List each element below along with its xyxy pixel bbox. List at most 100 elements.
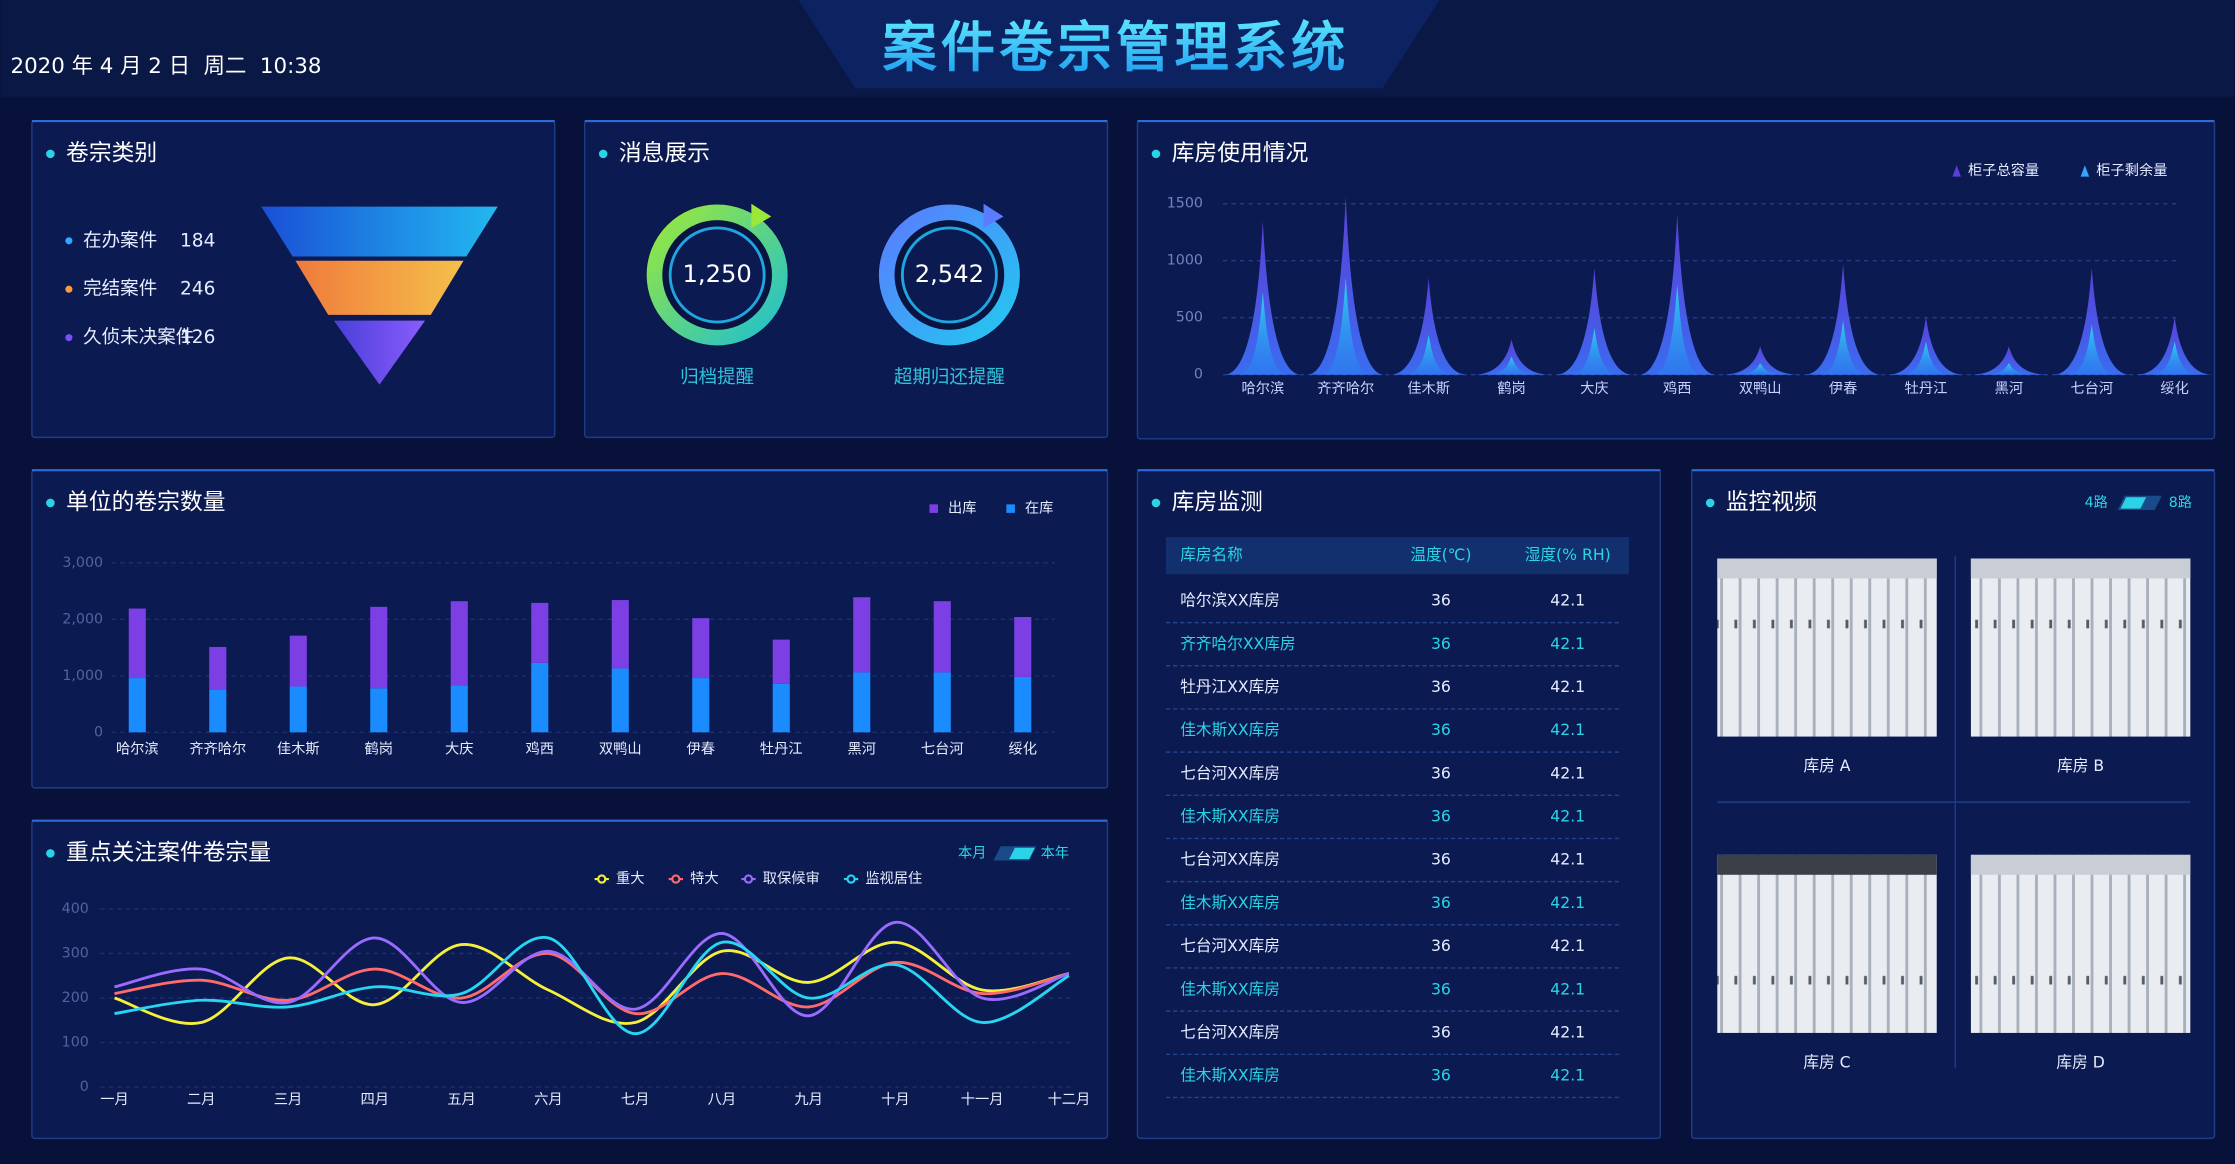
ring-value: 2,542	[915, 260, 984, 288]
table-header	[1165, 537, 1629, 575]
column-header: 湿度(% RH)	[1525, 545, 1611, 564]
table-cell: 42.1	[1550, 1066, 1585, 1085]
panel-title: 库房使用情况	[1172, 140, 1309, 166]
bar-segment	[370, 606, 388, 689]
ring-label: 归档提醒	[680, 367, 754, 388]
legend-label: 出库	[948, 500, 976, 517]
table-cell: 七台河XX库房	[1180, 850, 1280, 869]
datetime: 2020 年 4 月 2 日 周二 10:38	[10, 54, 321, 79]
panel-title: 监控视频	[1726, 489, 1817, 515]
item-label: 久侦未决案件	[83, 327, 194, 348]
x-tick-label: 三月	[274, 1092, 302, 1108]
table-cell: 佳木斯XX库房	[1180, 893, 1280, 912]
spike	[1735, 363, 1785, 375]
table-cell: 36	[1431, 591, 1451, 610]
camera-feed[interactable]	[1970, 854, 2191, 1033]
spike	[1555, 267, 1633, 375]
table-cell: 42.1	[1550, 979, 1585, 998]
legend-dot	[65, 237, 73, 245]
item-label: 在办案件	[83, 230, 157, 251]
ring-inner	[900, 226, 998, 324]
table-cell: 七台河XX库房	[1180, 936, 1280, 955]
camera-ceiling	[1970, 854, 2191, 875]
item-label: 完结案件	[83, 279, 157, 300]
table-cell: 36	[1431, 1022, 1451, 1041]
legend-marker	[846, 874, 856, 884]
legend-label: 柜子剩余量	[2096, 161, 2167, 179]
item-value: 246	[180, 279, 215, 300]
panel-title: 单位的卷宗数量	[66, 489, 225, 515]
x-tick-label: 齐齐哈尔	[189, 740, 246, 757]
panel-title: 消息展示	[619, 140, 710, 166]
legend-label: 重大	[616, 870, 644, 887]
table-cell: 42.1	[1550, 807, 1585, 826]
series-line	[114, 920, 1070, 1018]
camera-feed[interactable]	[1970, 558, 2191, 737]
legend-marker	[2080, 165, 2090, 177]
ring-label: 超期归还提醒	[894, 367, 1005, 388]
y-tick-label: 100	[62, 1035, 89, 1051]
table-cell: 36	[1431, 677, 1451, 696]
legend-marker	[597, 874, 607, 884]
y-tick-label: 300	[62, 945, 89, 961]
table-cell: 36	[1431, 720, 1451, 739]
panel-title: 卷宗类别	[66, 140, 157, 166]
x-tick-label: 伊春	[687, 740, 715, 757]
y-tick-label: 1000	[1167, 253, 1203, 269]
table-cell: 七台河XX库房	[1180, 763, 1280, 782]
title-dot	[1151, 149, 1161, 159]
legend-dot	[65, 334, 73, 342]
y-tick-label: 400	[62, 901, 89, 917]
legend-label: 监视居住	[865, 870, 922, 887]
x-tick-label: 黑河	[1995, 380, 2023, 397]
table-cell: 42.1	[1550, 720, 1585, 739]
spike	[1818, 320, 1868, 375]
x-tick-label: 佳木斯	[277, 740, 320, 757]
legend-label: 在库	[1025, 500, 1053, 517]
bar-segment	[611, 668, 629, 733]
table-cell: 42.1	[1550, 1022, 1585, 1041]
column-header: 温度(℃)	[1410, 545, 1471, 564]
bar-segment	[128, 678, 146, 733]
title-dot	[1151, 498, 1161, 508]
legend-label: 柜子总容量	[1968, 162, 2039, 179]
spike	[1238, 292, 1288, 375]
title-dot	[598, 149, 608, 159]
x-tick-label: 大庆	[445, 740, 473, 757]
bar-segment	[772, 639, 790, 684]
camera-ceiling	[1970, 558, 2191, 579]
table-cell: 36	[1431, 634, 1451, 653]
table-cell: 42.1	[1550, 850, 1585, 869]
spike	[1970, 346, 2048, 375]
series-line	[114, 940, 1070, 1025]
table-cell: 36	[1431, 979, 1451, 998]
y-tick-label: 2,000	[62, 611, 103, 627]
table-cell: 牡丹江XX库房	[1180, 677, 1280, 696]
x-tick-label: 十一月	[961, 1091, 1004, 1108]
spike	[2150, 341, 2199, 375]
bar-segment	[450, 685, 468, 733]
ring-value: 1,250	[682, 260, 751, 288]
camera-feed[interactable]	[1717, 558, 1937, 737]
table-cell: 佳木斯XX库房	[1180, 1066, 1280, 1085]
x-tick-label: 牡丹江	[1905, 380, 1948, 397]
ring-arrow	[751, 203, 772, 228]
spike	[1804, 263, 1882, 375]
legend-label: 特大	[690, 870, 718, 887]
camera-ceiling	[1717, 854, 1937, 875]
table-cell: 七台河XX库房	[1180, 1022, 1280, 1041]
x-tick-label: 六月	[534, 1091, 562, 1108]
ring	[646, 204, 788, 346]
camera-label: 库房 B	[2057, 756, 2104, 775]
title-dot	[46, 498, 55, 508]
spike	[2053, 267, 2131, 375]
x-tick-label: 五月	[447, 1092, 475, 1108]
y-tick-label: 0	[94, 724, 103, 740]
page-title: 案件卷宗管理系统	[882, 16, 1349, 79]
x-tick-label: 七台河	[2070, 380, 2113, 397]
bar-segment	[933, 672, 951, 733]
x-tick-label: 四月	[361, 1092, 389, 1108]
camera-feed[interactable]	[1717, 854, 1937, 1033]
y-tick-label: 3,000	[62, 555, 103, 571]
